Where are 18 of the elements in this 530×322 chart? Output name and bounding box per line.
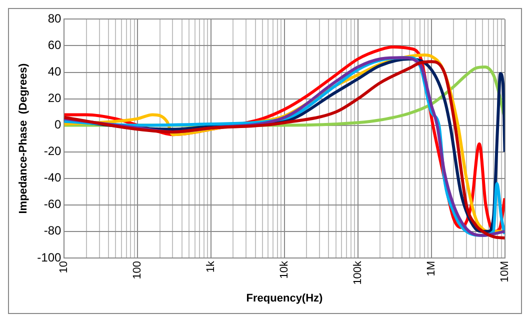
y-tick-label: 20 xyxy=(48,91,62,106)
x-tick-label: 100k xyxy=(352,260,364,285)
y-axis-title: Impedance-Phase (Degrees) xyxy=(18,63,30,214)
y-tick-label: 40 xyxy=(48,64,62,79)
y-tick-label: -40 xyxy=(44,170,62,185)
x-tick-label: 10 xyxy=(58,260,70,274)
x-tick-label: 1M xyxy=(425,260,438,276)
x-axis-title: Frequency(Hz) xyxy=(246,292,324,304)
y-tick-label: 60 xyxy=(48,38,62,52)
y-tick-label: -20 xyxy=(44,144,62,158)
y-tick-label: 0 xyxy=(54,118,62,132)
x-tick-label: 10k xyxy=(278,260,291,279)
x-tick-label: 100 xyxy=(132,260,144,280)
x-tick-label: 1k xyxy=(205,260,218,273)
y-tick-label: -60 xyxy=(44,197,62,212)
x-tick-label: 10M xyxy=(498,260,511,282)
y-tick-label: -80 xyxy=(44,224,62,238)
y-tick-label: 80 xyxy=(48,12,62,26)
